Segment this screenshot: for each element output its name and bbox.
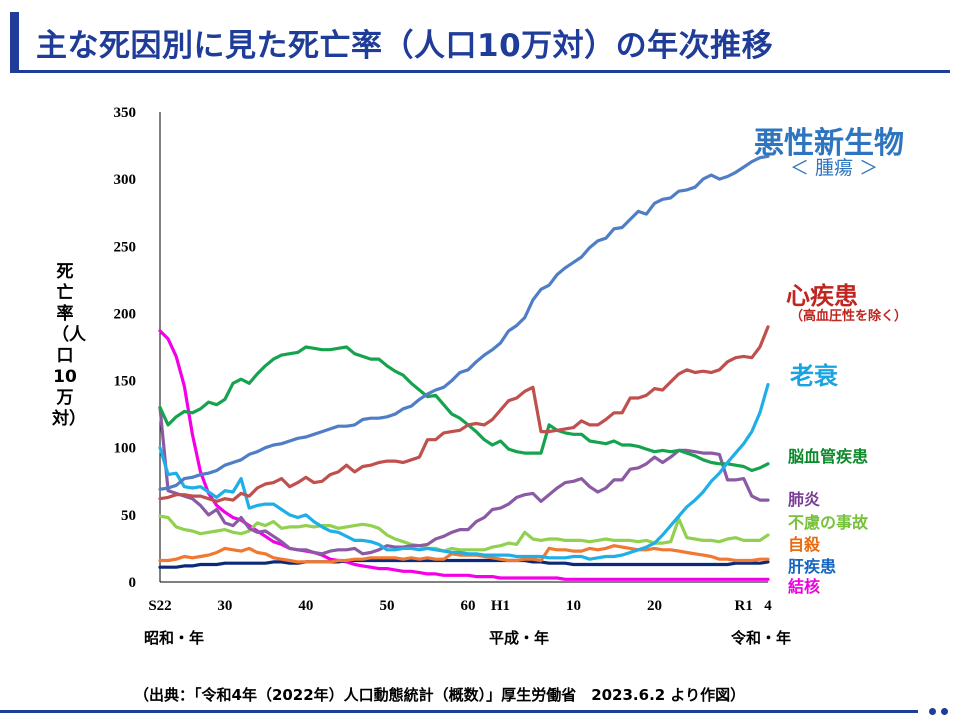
x-tick-label: 40 (298, 598, 313, 614)
footer-rule (0, 710, 918, 713)
y-tick-label: 350 (114, 105, 137, 121)
series-line (158, 383, 770, 561)
footer-dot (941, 708, 948, 715)
y-tick-label: 50 (121, 508, 136, 524)
title-accent (10, 12, 19, 70)
y-tick-label: 100 (114, 441, 137, 457)
series-line (158, 154, 770, 491)
title-rule (10, 70, 950, 73)
series-line (158, 325, 770, 503)
y-tick-label: 200 (114, 306, 137, 322)
series-sublabel: （高血圧性を除く） (790, 309, 908, 324)
series-label: 悪性新生物 (754, 126, 904, 161)
x-tick-label: R1 (735, 598, 753, 614)
x-tick-label: 30 (217, 598, 232, 614)
x-tick-label: S22 (148, 598, 171, 614)
x-tick-label: 60 (461, 598, 476, 614)
title-bar: 主な死因別に見た死亡率（人口10万対）の年次推移 (10, 8, 950, 73)
series-line (158, 329, 770, 581)
y-axis-label: 死亡率（人口10万対） (52, 262, 86, 429)
series-line (158, 514, 770, 553)
era-label-reiwa: 令和・年 (731, 629, 792, 647)
series-line (158, 405, 770, 556)
x-tick-label: 50 (379, 598, 394, 614)
series-label: 老衰 (790, 362, 838, 390)
x-tick-label: 10 (566, 598, 581, 614)
footer-dot (929, 708, 936, 715)
page-title: 主な死因別に見た死亡率（人口10万対）の年次推移 (36, 28, 774, 64)
series-line (158, 544, 770, 564)
series-line (158, 345, 770, 473)
series-line (158, 558, 770, 569)
series-label: 心疾患 (786, 282, 858, 310)
series-label: 肺炎 (788, 490, 821, 509)
x-tick-label: 20 (647, 598, 662, 614)
series-sublabel: ＜ 腫瘍 ＞ (790, 157, 879, 179)
y-tick-label: 250 (114, 239, 137, 255)
y-tick-label: 0 (129, 575, 137, 591)
source-note: （出典：「令和4年（2022年）人口動態統計（概数）」厚生労働省 2023.6.… (134, 686, 746, 704)
y-tick-label: 300 (114, 172, 137, 188)
series-label: 脳血管疾患 (788, 447, 869, 466)
series-label: 結核 (788, 577, 821, 596)
era-label-showa: 昭和・年 (144, 629, 205, 647)
x-tick-label: 4 (764, 598, 772, 614)
series-label: 肝疾患 (788, 557, 837, 576)
x-tick-label: H1 (491, 598, 510, 614)
y-tick-label: 150 (114, 374, 137, 390)
era-label-heisei: 平成・年 (489, 629, 550, 647)
series-label: 自殺 (788, 535, 821, 554)
series-label: 不慮の事故 (788, 513, 869, 532)
